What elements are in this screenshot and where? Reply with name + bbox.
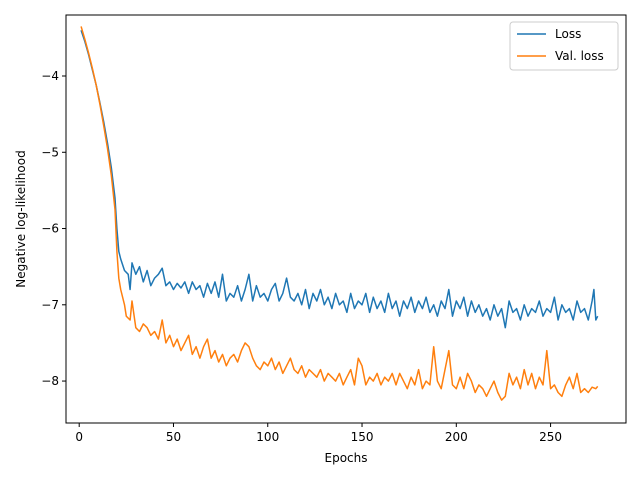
y-axis-label: Negative log-likelihood	[14, 150, 28, 287]
x-tick-label: 150	[351, 430, 374, 444]
series-line-val-loss	[80, 26, 599, 401]
y-axis-ticks: −4 −5 −6 −7 −8	[41, 69, 66, 388]
series-line-loss	[80, 30, 599, 329]
y-tick-label: −6	[41, 222, 59, 236]
x-tick-label: 250	[539, 430, 562, 444]
y-tick-label: −4	[41, 69, 59, 83]
legend-label-val-loss: Val. loss	[555, 49, 604, 63]
x-tick-label: 100	[256, 430, 279, 444]
x-axis-ticks: 0 50 100 150 200 250	[75, 423, 562, 444]
legend-label-loss: Loss	[555, 27, 581, 41]
y-tick-label: −7	[41, 298, 59, 312]
axes-frame	[65, 14, 627, 424]
x-axis-label: Epochs	[325, 451, 368, 465]
x-tick-label: 50	[166, 430, 181, 444]
x-tick-label: 0	[75, 430, 83, 444]
y-tick-label: −8	[41, 374, 59, 388]
y-tick-label: −5	[41, 145, 59, 159]
x-tick-label: 200	[445, 430, 468, 444]
legend: Loss Val. loss	[509, 21, 619, 71]
plot-lines	[80, 26, 599, 401]
